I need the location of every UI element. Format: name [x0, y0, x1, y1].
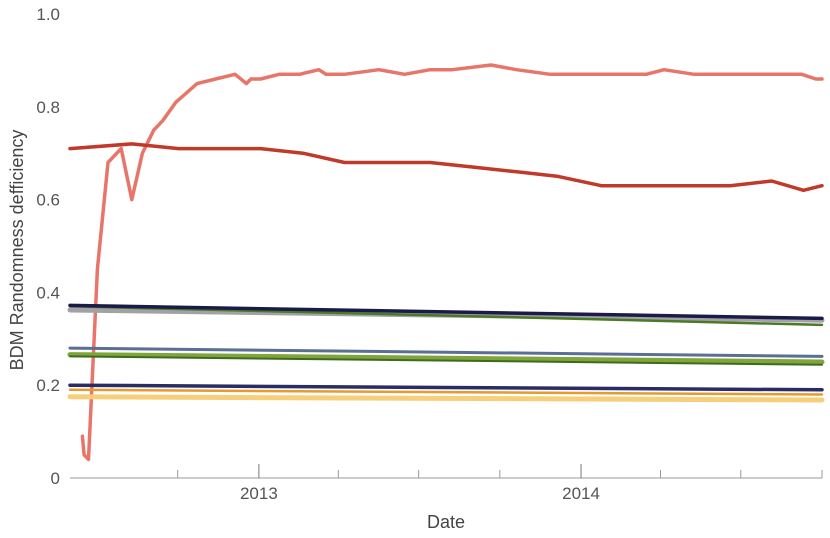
series-lines: [67, 63, 825, 462]
y-axis-ticks: 0 0.2 0.4 0.6 0.8 1.0: [36, 5, 60, 488]
y-tick-label: 0.4: [36, 283, 60, 302]
x-tick-label: 2013: [240, 484, 278, 503]
series-line-6: [67, 352, 825, 365]
series-line-9: [67, 394, 825, 403]
series-line-7: [69, 355, 823, 366]
x-axis-title: Date: [427, 512, 465, 532]
y-axis-title: BDM Randomness defficiency: [7, 130, 27, 371]
y-tick-label: 0: [51, 469, 60, 488]
x-tick-label: 2014: [562, 484, 600, 503]
y-tick-label: 0.8: [36, 98, 60, 117]
y-tick-label: 1.0: [36, 5, 60, 24]
series-line-1: [80, 63, 824, 462]
y-tick-label: 0.6: [36, 191, 60, 210]
series-line-5: [68, 303, 824, 321]
axes: 2013 2014 0 0.2 0.4 0.6 0.8 1.0: [36, 5, 823, 503]
series-line-10: [68, 388, 824, 396]
series-line-8: [68, 346, 824, 358]
series-line-2: [68, 142, 824, 193]
series-line-4: [68, 305, 824, 327]
x-axis-ticks: 2013 2014: [177, 464, 823, 503]
series-line-11: [68, 383, 824, 392]
y-tick-label: 0.2: [36, 376, 60, 395]
